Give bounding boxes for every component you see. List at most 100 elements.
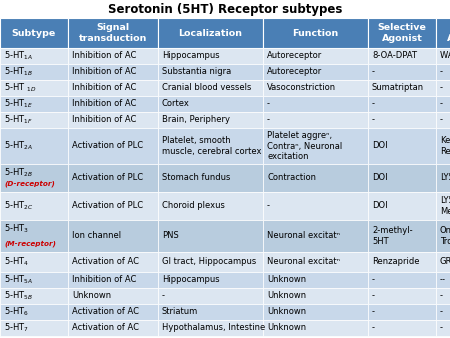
Bar — [158, 128, 263, 164]
Bar — [0, 64, 68, 80]
Text: -: - — [267, 116, 270, 124]
Text: DOI: DOI — [372, 173, 387, 183]
Text: Contraction: Contraction — [267, 173, 316, 183]
Text: -: - — [372, 323, 375, 333]
Bar — [368, 320, 436, 336]
Text: -: - — [267, 99, 270, 108]
Bar — [158, 288, 263, 304]
Text: Stomach fundus: Stomach fundus — [162, 173, 230, 183]
Text: 5-HT$_{2C}$: 5-HT$_{2C}$ — [4, 200, 34, 212]
Text: GI tract, Hippocampus: GI tract, Hippocampus — [162, 258, 256, 266]
Text: -: - — [440, 323, 443, 333]
Bar — [0, 304, 68, 320]
Text: Localization: Localization — [179, 28, 243, 38]
Bar — [68, 164, 158, 192]
Text: WAY 100135: WAY 100135 — [440, 51, 450, 61]
Text: 5-HT$_{4}$: 5-HT$_{4}$ — [4, 256, 29, 268]
Bar — [368, 96, 436, 112]
Bar — [68, 112, 158, 128]
Bar — [0, 252, 68, 272]
Bar — [0, 128, 68, 164]
Text: -: - — [440, 68, 443, 76]
Bar — [0, 192, 68, 220]
Bar — [368, 288, 436, 304]
Text: Neuronal excitatⁿ: Neuronal excitatⁿ — [267, 258, 340, 266]
Bar — [68, 48, 158, 64]
Bar — [0, 220, 68, 252]
Bar — [68, 272, 158, 288]
Bar — [263, 48, 368, 64]
Text: 8-OA-DPAT: 8-OA-DPAT — [372, 51, 417, 61]
Bar — [68, 304, 158, 320]
Text: Activation of AC: Activation of AC — [72, 258, 139, 266]
Bar — [368, 112, 436, 128]
Bar — [436, 192, 450, 220]
Text: Choroid plexus: Choroid plexus — [162, 201, 225, 211]
Bar — [436, 304, 450, 320]
Text: Subtype: Subtype — [12, 28, 56, 38]
Bar — [263, 320, 368, 336]
Bar — [158, 96, 263, 112]
Text: Activation of PLC: Activation of PLC — [72, 142, 143, 150]
Text: Activation of AC: Activation of AC — [72, 323, 139, 333]
Bar — [68, 288, 158, 304]
Text: Inhibition of AC: Inhibition of AC — [72, 68, 136, 76]
Bar — [68, 64, 158, 80]
Bar — [436, 128, 450, 164]
Text: -: - — [372, 68, 375, 76]
Bar — [0, 96, 68, 112]
Bar — [158, 18, 263, 48]
Bar — [436, 80, 450, 96]
Bar — [0, 272, 68, 288]
Bar — [158, 304, 263, 320]
Bar — [68, 320, 158, 336]
Text: (D-receptor): (D-receptor) — [4, 181, 55, 188]
Bar — [68, 220, 158, 252]
Bar — [68, 96, 158, 112]
Text: 5-HT$_{1B}$: 5-HT$_{1B}$ — [4, 66, 33, 78]
Text: -: - — [372, 291, 375, 300]
Bar — [436, 288, 450, 304]
Text: 5-HT$_{5A}$: 5-HT$_{5A}$ — [4, 274, 33, 286]
Text: 5-HT $_{1D}$: 5-HT $_{1D}$ — [4, 82, 36, 94]
Bar — [0, 80, 68, 96]
Text: DOI: DOI — [372, 201, 387, 211]
Text: LY53857,
Mesulergine: LY53857, Mesulergine — [440, 196, 450, 216]
Text: Renzapride: Renzapride — [372, 258, 419, 266]
Text: Unknown: Unknown — [267, 323, 306, 333]
Text: 5-HT$_{3}$: 5-HT$_{3}$ — [4, 223, 29, 235]
Text: Platelet, smooth
muscle, cerebral cortex: Platelet, smooth muscle, cerebral cortex — [162, 136, 261, 156]
Text: DOI: DOI — [372, 142, 387, 150]
Bar — [368, 272, 436, 288]
Text: 5-HT$_{1E}$: 5-HT$_{1E}$ — [4, 98, 33, 110]
Bar — [368, 80, 436, 96]
Text: Function: Function — [292, 28, 338, 38]
Text: Ion channel: Ion channel — [72, 232, 121, 241]
Text: Sumatriptan: Sumatriptan — [372, 83, 424, 93]
Bar — [158, 64, 263, 80]
Text: 5-HT$_{1F}$: 5-HT$_{1F}$ — [4, 114, 33, 126]
Bar — [368, 192, 436, 220]
Bar — [263, 272, 368, 288]
Bar — [368, 18, 436, 48]
Text: LY53857: LY53857 — [440, 173, 450, 183]
Text: -: - — [372, 99, 375, 108]
Bar — [158, 272, 263, 288]
Text: 5-HT$_{6}$: 5-HT$_{6}$ — [4, 306, 29, 318]
Text: Selective
Agonist: Selective Agonist — [378, 23, 427, 43]
Bar — [0, 320, 68, 336]
Bar — [158, 252, 263, 272]
Text: Unknown: Unknown — [72, 291, 111, 300]
Bar — [0, 18, 68, 48]
Bar — [68, 128, 158, 164]
Text: -: - — [267, 201, 270, 211]
Bar — [158, 48, 263, 64]
Bar — [436, 272, 450, 288]
Text: Striatum: Striatum — [162, 308, 198, 316]
Bar — [368, 304, 436, 320]
Text: Unknown: Unknown — [267, 275, 306, 285]
Text: 5-HT$_{5B}$: 5-HT$_{5B}$ — [4, 290, 33, 302]
Bar — [158, 320, 263, 336]
Bar — [263, 192, 368, 220]
Text: -: - — [372, 116, 375, 124]
